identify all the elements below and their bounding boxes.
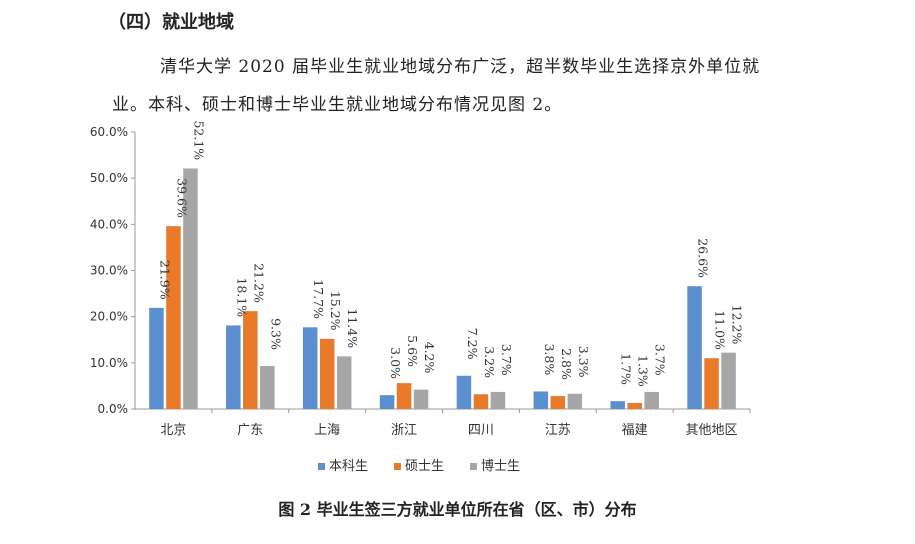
chart-caption: 图 2 毕业生签三方就业单位所在省（区、市）分布 <box>278 500 637 519</box>
data-label: 1.7% <box>619 353 634 385</box>
data-label: 26.6% <box>696 238 711 278</box>
bar-硕士生 <box>243 311 258 409</box>
bar-博士生 <box>336 356 352 409</box>
section-heading: （四）就业地域 <box>108 12 234 33</box>
data-labels-layer: 21.9%39.6%52.1%18.1% 21.2%9.3%17.7% 15.2% 1… <box>157 120 744 386</box>
data-label: 18.1% <box>234 277 249 317</box>
bar-博士生 <box>721 352 736 409</box>
bar-硕士生 <box>166 226 181 409</box>
legend-label: 本科生 <box>329 459 368 474</box>
data-label: 9.3% <box>268 318 283 350</box>
legend-label: 硕士生 <box>405 459 444 474</box>
bar-本科生 <box>687 286 702 409</box>
x-category-label: 其他地区 <box>686 423 738 438</box>
data-label: 17.7% <box>311 279 326 319</box>
bar-硕士生 <box>319 338 335 409</box>
bar-硕士生 <box>704 358 719 409</box>
x-category-label: 广东 <box>237 423 263 438</box>
bar-博士生 <box>260 366 275 409</box>
paragraph-line-2: 业。本科、硕士和博士毕业生就业地域分布情况见图 2。 <box>112 95 563 115</box>
data-label: 3.3% <box>576 346 591 378</box>
x-category-label: 北京 <box>160 423 186 438</box>
bar-本科生 <box>379 395 395 409</box>
y-tick-label: 30.0% <box>90 264 128 278</box>
legend-swatch-硕士生 <box>394 463 401 470</box>
bars-layer <box>149 168 736 409</box>
data-label: 1.3% <box>636 355 651 387</box>
legend-swatch-博士生 <box>470 463 477 470</box>
data-label: 11.0% <box>713 310 728 350</box>
data-label: 3.7% <box>499 344 514 376</box>
paragraph-line-1: 清华大学 2020 届毕业生就业地域分布广泛，超半数毕业生选择京外单位就 <box>160 57 761 77</box>
bar-本科生 <box>456 375 472 409</box>
bar-硕士生 <box>396 383 412 409</box>
bar-本科生 <box>610 401 625 409</box>
bar-硕士生 <box>473 394 489 409</box>
y-tick-label: 0.0% <box>98 402 129 416</box>
x-category-label: 上海 <box>314 423 340 438</box>
legend: 本科生 硕士生 博士生 <box>318 459 520 474</box>
data-label: 7.2% <box>465 328 480 360</box>
bar-硕士生 <box>627 402 642 409</box>
data-label: 12.2% <box>730 305 745 345</box>
data-label: 3.0% <box>388 347 403 379</box>
data-label: 2.8% <box>559 348 574 380</box>
y-tick-label: 60.0% <box>90 125 128 139</box>
legend-swatch-本科生 <box>318 463 325 470</box>
bar-硕士生 <box>550 396 566 409</box>
bar-本科生 <box>302 327 318 409</box>
data-label: 4.2% <box>422 342 437 374</box>
bar-本科生 <box>149 307 164 409</box>
y-tick-label: 10.0% <box>90 356 128 370</box>
data-label: 3.7% <box>653 344 668 376</box>
bar-博士生 <box>183 168 198 409</box>
data-label: 52.1% <box>191 120 206 160</box>
data-label: 3.8% <box>542 343 557 375</box>
y-tick-label: 40.0% <box>90 217 128 231</box>
bar-本科生 <box>226 325 241 409</box>
y-tick-label: 50.0% <box>90 171 128 185</box>
legend-label: 博士生 <box>481 459 520 474</box>
data-label: 15.2% <box>328 291 343 331</box>
data-label: 11.4% <box>345 308 360 348</box>
x-category-label: 四川 <box>468 423 494 438</box>
data-label: 3.2% <box>482 346 497 378</box>
x-category-label: 福建 <box>622 423 648 438</box>
data-label: 21.2% <box>251 263 266 303</box>
data-label: 39.6% <box>174 178 189 218</box>
data-label: 21.9% <box>157 260 172 300</box>
bar-博士生 <box>490 391 506 409</box>
bar-chart: 0.0% 10.0% 20.0% 30.0% 40.0% 50.0% 60.0% 北京 广东 上海… <box>90 120 751 474</box>
bar-博士生 <box>567 393 583 409</box>
axis-layer: 0.0% 10.0% 20.0% 30.0% 40.0% 50.0% 60.0% 北京 广东 上海… <box>90 125 751 438</box>
data-label: 5.6% <box>405 335 420 367</box>
x-category-label: 浙江 <box>391 423 417 438</box>
x-category-label: 江苏 <box>545 422 571 438</box>
bar-博士生 <box>644 391 659 409</box>
bar-博士生 <box>413 389 429 409</box>
bar-本科生 <box>533 391 549 409</box>
y-tick-label: 20.0% <box>90 310 128 324</box>
